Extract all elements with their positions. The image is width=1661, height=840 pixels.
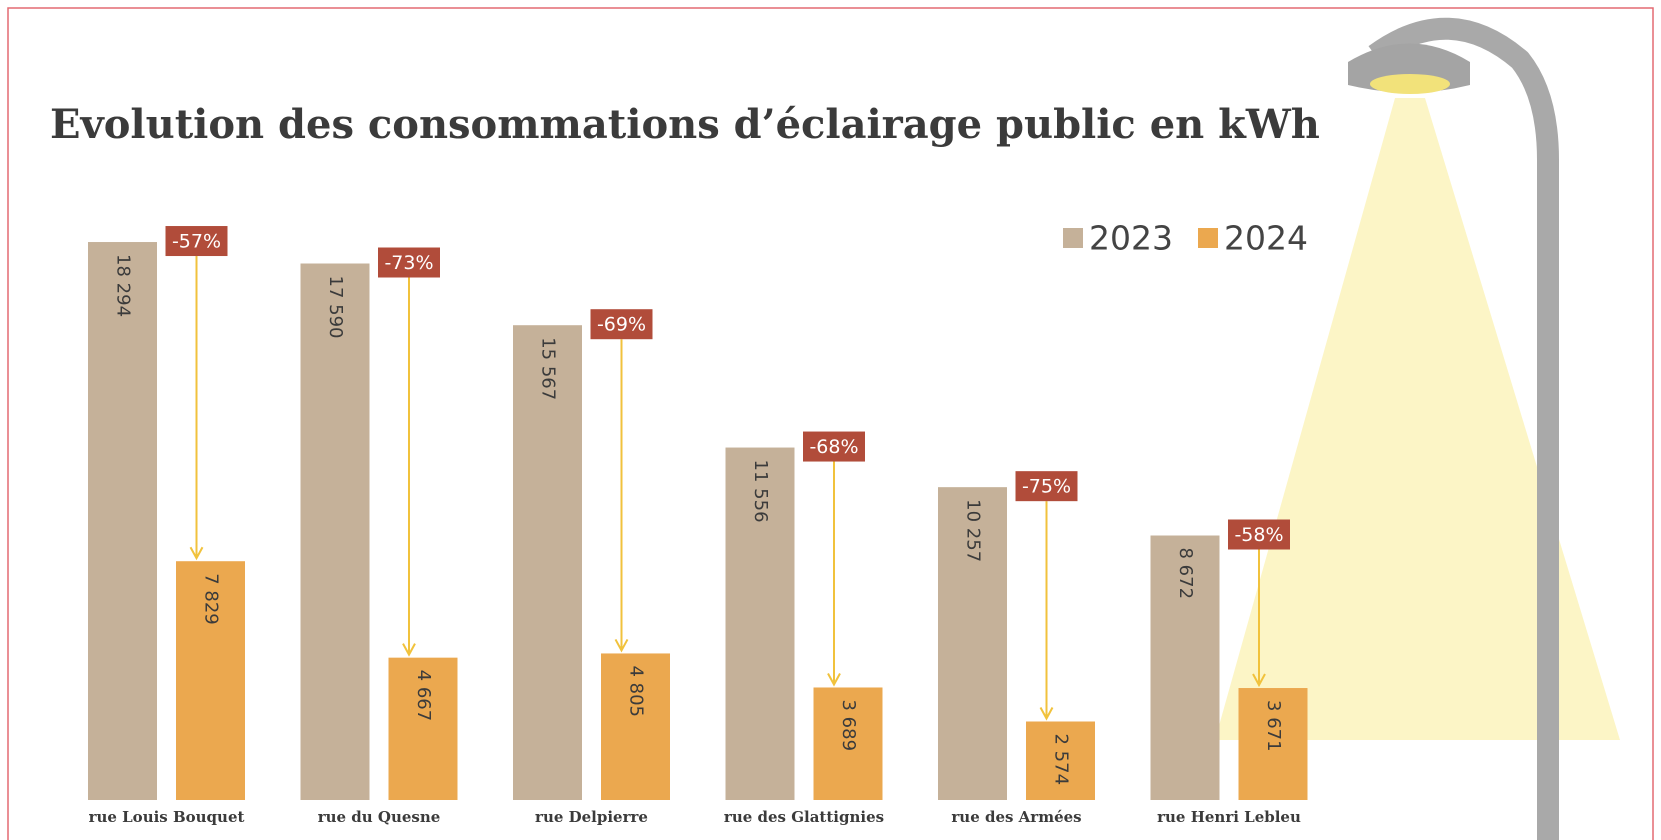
x-tick-label: rue Delpierre	[535, 808, 648, 826]
bar	[88, 242, 157, 800]
x-tick-label: rue des Armées	[951, 808, 1081, 826]
value-label: 3 689	[838, 699, 859, 751]
legend-label: 2024	[1224, 219, 1308, 258]
value-label: 4 667	[413, 670, 434, 722]
legend-swatch	[1063, 228, 1083, 248]
change-label: -58%	[1234, 524, 1283, 546]
x-tick-label: rue du Quesne	[318, 808, 441, 826]
bar	[301, 264, 370, 800]
change-label: -57%	[172, 231, 221, 253]
value-label: 15 567	[538, 337, 559, 400]
chart-title: Evolution des consommations d’éclairage …	[50, 101, 1320, 148]
x-tick-label: rue des Glattignies	[724, 808, 884, 826]
legend-swatch	[1198, 228, 1218, 248]
value-label: 11 556	[750, 460, 771, 523]
change-label: -75%	[1022, 476, 1071, 498]
change-label: -73%	[384, 252, 433, 274]
change-label: -69%	[597, 314, 646, 336]
value-label: 2 574	[1051, 733, 1072, 785]
lamp-bulb	[1370, 74, 1450, 94]
value-label: 7 829	[201, 573, 222, 625]
legend-label: 2023	[1089, 219, 1173, 258]
change-label: -68%	[809, 436, 858, 458]
value-label: 18 294	[112, 254, 133, 317]
x-tick-label: rue Henri Lebleu	[1157, 808, 1301, 826]
value-label: 10 257	[963, 499, 984, 562]
chart: Evolution des consommations d’éclairage …	[0, 0, 1661, 840]
x-tick-label: rue Louis Bouquet	[89, 808, 245, 826]
value-label: 17 590	[325, 276, 346, 339]
value-label: 3 671	[1263, 700, 1284, 752]
value-label: 8 672	[1175, 548, 1196, 600]
value-label: 4 805	[626, 665, 647, 717]
